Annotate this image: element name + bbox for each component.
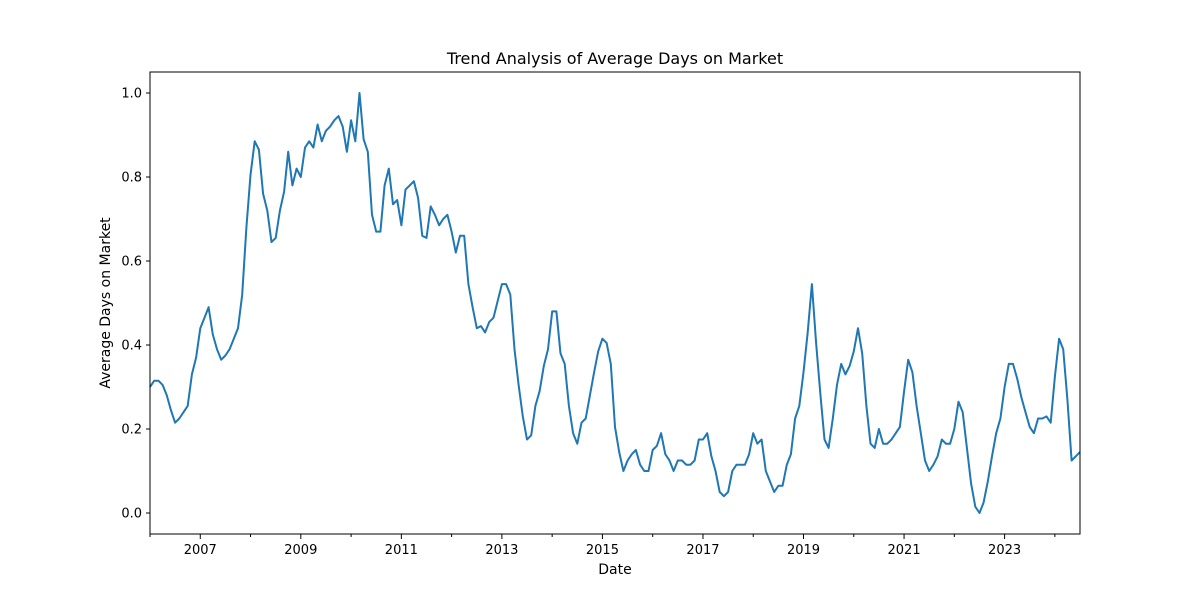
plot-area-frame xyxy=(149,71,1081,535)
series-line xyxy=(149,92,1081,514)
y-tick-label: 0.6 xyxy=(121,255,142,270)
x-tick-label: 2023 xyxy=(988,543,1021,558)
y-tick-label: 0.2 xyxy=(121,423,142,438)
y-tick-label: 1.0 xyxy=(121,87,142,102)
y-axis: 0.0 0.2 0.4 0.6 0.8 1.0 xyxy=(121,87,150,522)
x-tick-label: 2019 xyxy=(787,543,820,558)
x-tick-label: 2007 xyxy=(184,543,217,558)
y-axis-label: Average Days on Market xyxy=(98,217,114,389)
y-tick-label: 0.8 xyxy=(121,171,142,186)
y-tick-label: 0.0 xyxy=(121,507,142,522)
y-tick-label: 0.4 xyxy=(121,339,142,354)
chart-title: Trend Analysis of Average Days on Market xyxy=(446,49,783,68)
x-tick-label: 2021 xyxy=(888,543,921,558)
x-axis-label: Date xyxy=(598,562,631,578)
x-tick-label: 2013 xyxy=(485,543,518,558)
x-axis: 2007 2009 2011 2013 2015 2017 2019 2021 2023 xyxy=(149,534,1056,558)
x-tick-label: 2011 xyxy=(385,543,418,558)
x-tick-label: 2009 xyxy=(284,543,317,558)
x-tick-label: 2015 xyxy=(586,543,619,558)
x-tick-label: 2017 xyxy=(686,543,719,558)
